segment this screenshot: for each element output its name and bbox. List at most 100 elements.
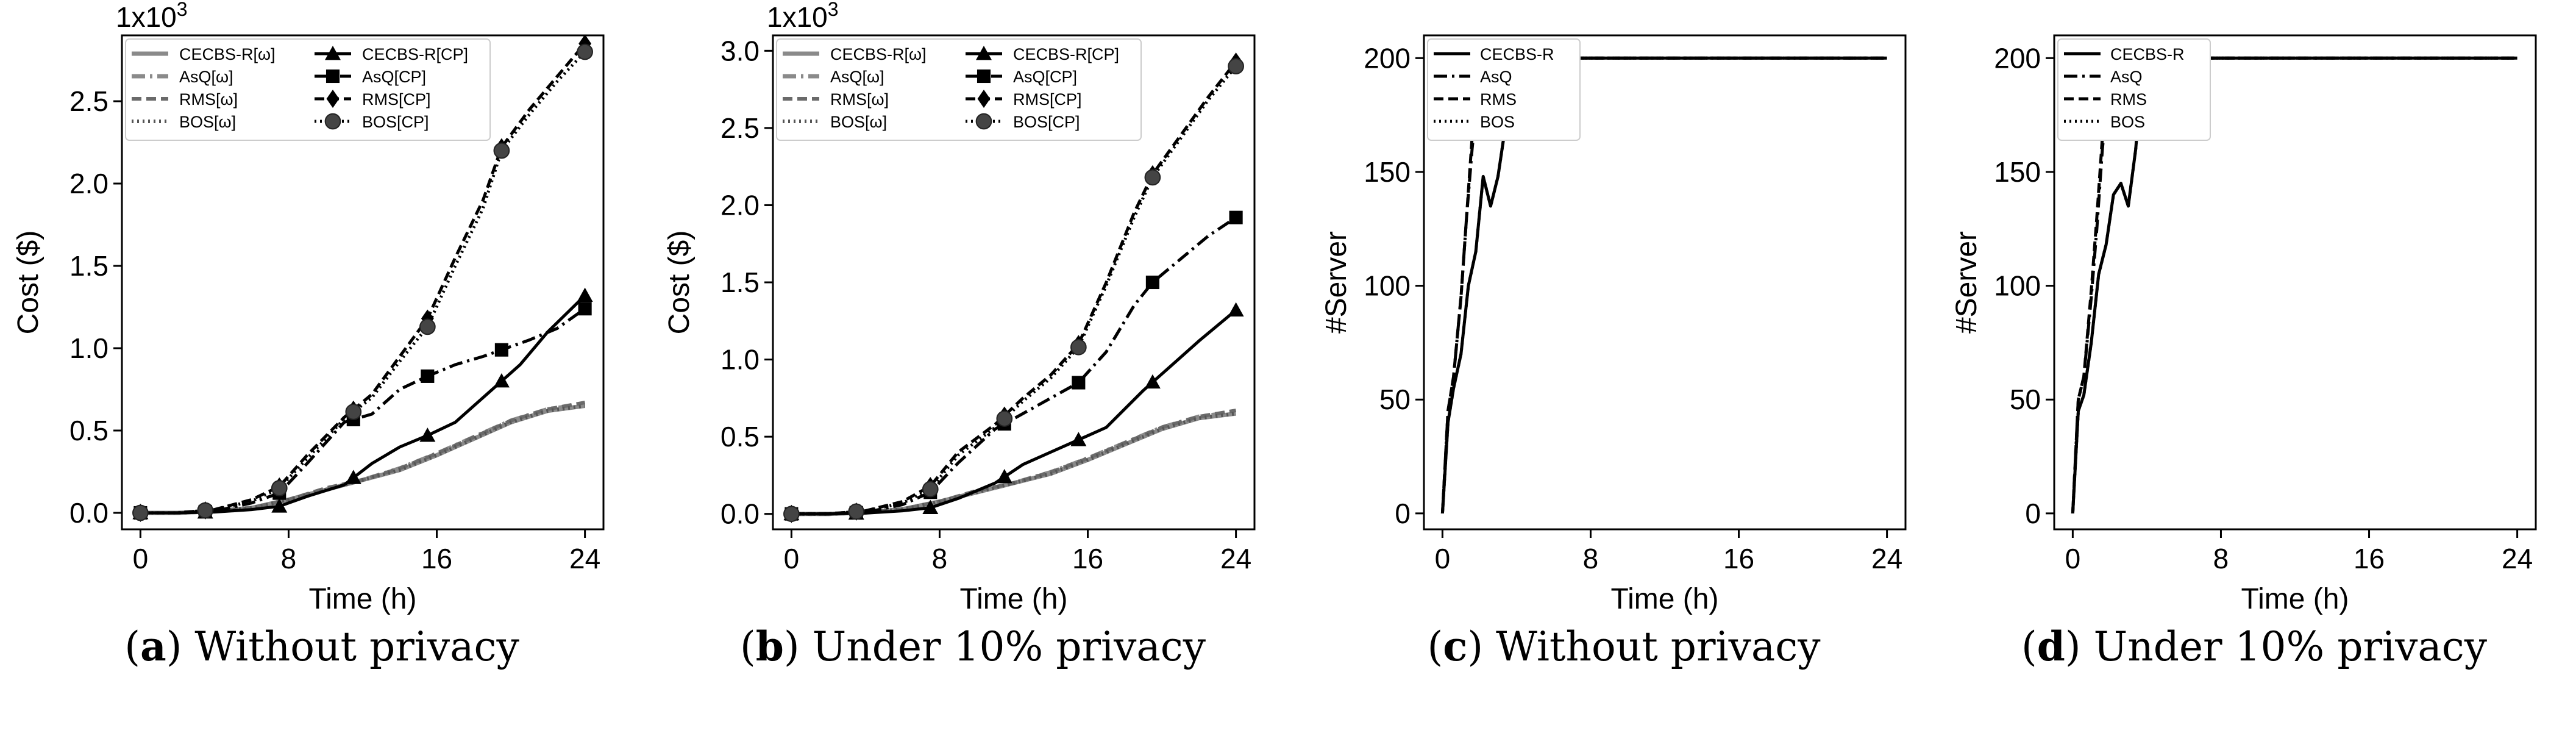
chart-a-series-4-marker <box>345 470 361 484</box>
chart-a-series-3-line <box>140 404 585 515</box>
chart-a-legend-4-label: CECBS-R[CP] <box>362 45 468 63</box>
caption-c: (c) Without privacy <box>1302 622 1946 671</box>
chart-c-series-3-line <box>1440 56 1887 514</box>
caption-b-letter: b <box>755 623 784 670</box>
caption-d: (d) Under 10% privacy <box>1932 622 2576 671</box>
caption-a-close: ) <box>166 623 182 670</box>
caption-b: (b) Under 10% privacy <box>651 622 1295 671</box>
chart-a-series-5-marker <box>421 369 435 383</box>
chart-c-ylabel: #Server <box>1320 231 1353 334</box>
chart-c-xtick-label: 24 <box>1871 543 1902 574</box>
caption-a: (a) Without privacy <box>0 622 644 671</box>
chart-b-ytick-label: 2.5 <box>720 112 760 144</box>
chart-b-series-7-marker <box>1144 169 1161 186</box>
chart-a-ytick-label: 2.0 <box>69 168 109 199</box>
chart-c-ytick-label: 0 <box>1395 498 1411 529</box>
chart-a-series-1-line <box>140 402 586 515</box>
chart-a-series-4-marker <box>577 287 593 302</box>
chart-b-legend-7-marker <box>975 113 992 130</box>
chart-d-legend-2-label: RMS <box>2110 90 2147 109</box>
chart-b-series-4-marker <box>1144 374 1161 389</box>
chart-b-ytick-label: 0.0 <box>720 498 760 530</box>
chart-b-series-5-marker <box>1229 210 1243 224</box>
chart-a-ytick-label: 0.0 <box>69 497 109 529</box>
chart-b-frame <box>772 34 1256 531</box>
chart-a-multiplier-exp: 3 <box>177 0 188 20</box>
caption-c-open: ( <box>1427 623 1443 670</box>
chart-d-xlabel: Time (h) <box>2241 583 2349 615</box>
chart-d-ytick-label: 0 <box>2025 498 2041 529</box>
chart-a-legend-0-label: CECBS-R[ω] <box>179 45 276 63</box>
chart-a-ytick-label: 0.5 <box>69 415 109 446</box>
chart-c-xlabel: Time (h) <box>1611 583 1719 615</box>
chart-a-series-0-line <box>140 404 586 515</box>
chart-d-ytick-label: 100 <box>1994 270 2041 302</box>
chart-b-series-5-line <box>791 216 1237 516</box>
chart-b-series-7-marker <box>996 410 1013 427</box>
chart-a-series-5-line <box>140 307 586 515</box>
chart-a-legend-7-label: BOS[CP] <box>362 113 429 131</box>
chart-b-legend-3-label: BOS[ω] <box>830 113 887 131</box>
panel-a: 0.0 0.5 1.0 1.5 2.0 2.5 0 8 16 24 Time (h) Cost ($)… <box>0 0 644 733</box>
chart-b-legend-5-marker <box>977 69 991 84</box>
chart-b-legend-5-label: AsQ[CP] <box>1013 68 1077 86</box>
chart-a-frame <box>121 34 605 531</box>
chart-c-legend-0-label: CECBS-R <box>1480 45 1554 63</box>
chart-b-legend-0-label: CECBS-R[ω] <box>830 45 927 63</box>
chart-a-legend-6-marker <box>326 90 340 108</box>
panel-d: 0 50 100 150 200 0 8 16 24 Time (h) #Server CECBS-R… <box>1932 0 2576 733</box>
chart-a-series-4-marker <box>419 427 436 442</box>
chart-a-legend-1-label: AsQ[ω] <box>179 68 233 86</box>
chart-b-series-7-marker <box>1228 58 1244 74</box>
chart-d-ytick-label: 200 <box>1994 42 2041 74</box>
chart-a-series-4-marker <box>493 373 510 388</box>
chart-a-series-7-marker <box>197 502 214 519</box>
chart-a-series-7-marker <box>419 318 436 335</box>
chart-b-legend-6-label: RMS[CP] <box>1013 90 1082 109</box>
chart-b-xtick-label: 16 <box>1072 543 1103 574</box>
chart-c-legend-3-label: BOS <box>1480 113 1515 131</box>
chart-c-ytick-label: 150 <box>1364 156 1411 188</box>
chart-a-series-5-marker <box>494 343 508 357</box>
chart-c-ytick-label: 200 <box>1364 42 1411 74</box>
chart-d-ytick-label: 150 <box>1994 156 2041 188</box>
panel-c: 0 50 100 150 200 0 8 16 24 Time (h) #Server CECBS-R… <box>1302 0 1946 733</box>
chart-a-plot-area <box>140 42 586 515</box>
chart-a-legend-4-marker <box>325 46 341 60</box>
chart-b-ytick-label: 3.0 <box>720 35 760 66</box>
caption-b-text: Under 10% privacy <box>799 623 1206 670</box>
chart-b-series-4-marker <box>996 468 1012 484</box>
chart-b-xtick-label: 0 <box>784 543 800 574</box>
caption-a-letter: a <box>140 623 166 670</box>
chart-d-xtick-label: 0 <box>2065 543 2081 574</box>
chart-a-series-7-marker <box>345 404 362 420</box>
chart-a-ytick-label: 2.5 <box>69 85 109 117</box>
chart-a-xtick-label: 0 <box>133 543 149 574</box>
caption-a-text: Without privacy <box>182 623 519 670</box>
chart-a-series-7-marker <box>132 504 149 521</box>
chart-c-xtick-label: 8 <box>1583 543 1599 574</box>
chart-a-legend-2-label: RMS[ω] <box>179 90 238 109</box>
chart-b-xlabel: Time (h) <box>960 583 1068 615</box>
chart-a-ytick-label: 1.0 <box>69 332 109 364</box>
caption-d-close: ) <box>2065 623 2081 670</box>
chart-c-legend-1-label: AsQ <box>1480 68 1512 86</box>
chart-b-ylabel: Cost ($) <box>663 231 696 335</box>
chart-b-legend-7-label: BOS[CP] <box>1013 113 1080 131</box>
chart-a-legend: CECBS-R[ω] AsQ[ω] RMS[ω] BOS[ω] CECBS-R[CP] A… <box>125 38 491 141</box>
chart-a-series-4-marker <box>271 498 288 513</box>
chart-c-ytick-label: 50 <box>1379 384 1411 415</box>
chart-d-legend: CECBS-R AsQ RMS BOS <box>2057 38 2211 141</box>
chart-a-legend-6-label: RMS[CP] <box>362 90 431 109</box>
chart-a-multiplier: 1x103 <box>116 0 188 33</box>
chart-d-xtick-label: 24 <box>2502 543 2533 574</box>
chart-c-ytick-label: 100 <box>1364 270 1411 302</box>
chart-b-series-7-marker <box>922 481 939 498</box>
caption-b-open: ( <box>739 623 756 670</box>
chart-d-xtick-label: 16 <box>2354 543 2385 574</box>
chart-b-multiplier-exp: 3 <box>828 0 839 20</box>
chart-d-legend-1-label: AsQ <box>2110 68 2143 86</box>
caption-c-text: Without privacy <box>1483 623 1821 670</box>
chart-c-xtick-label: 16 <box>1723 543 1754 574</box>
chart-a-xtick-label: 8 <box>281 543 297 574</box>
